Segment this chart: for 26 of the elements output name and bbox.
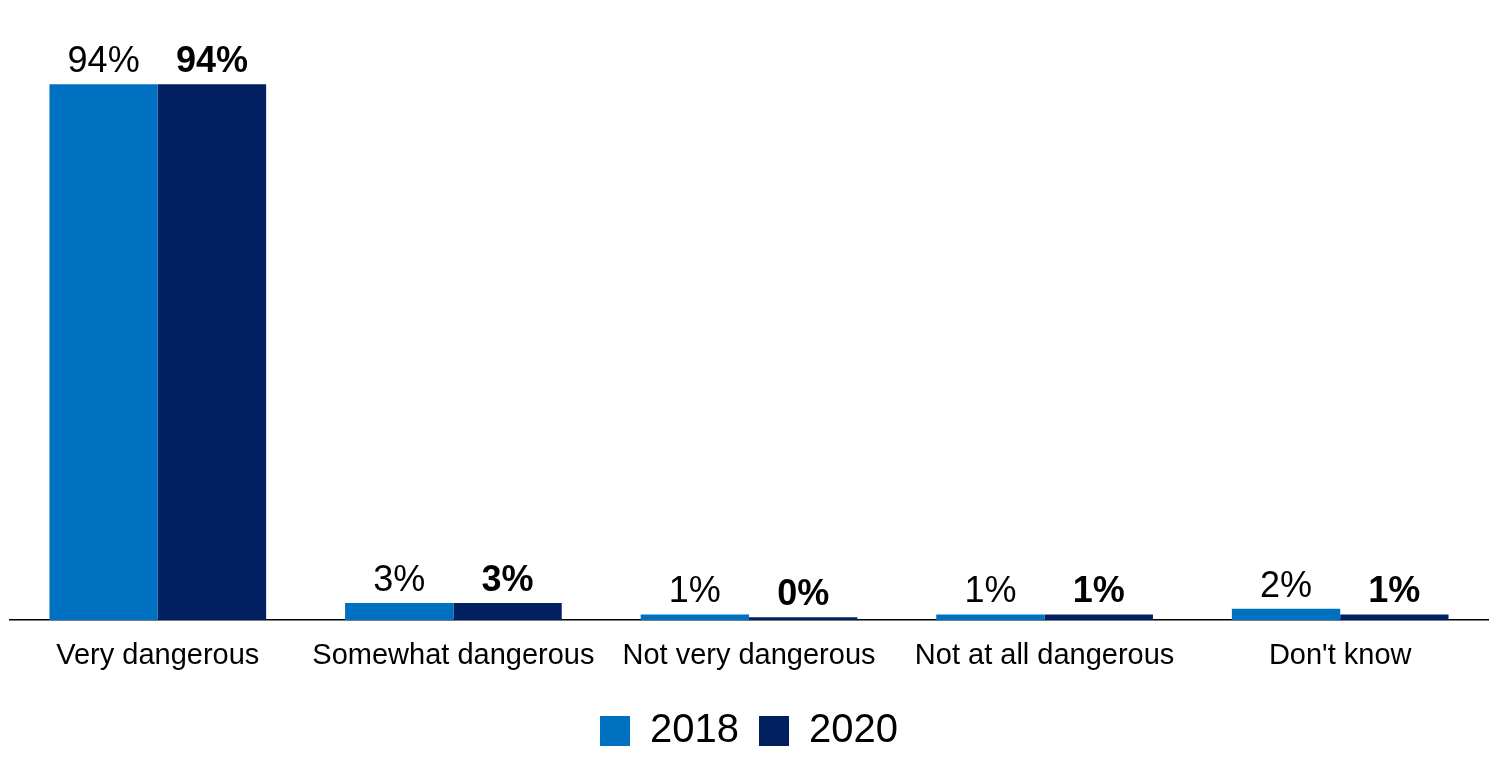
legend-label: 2018 [650, 706, 739, 751]
bar [936, 614, 1045, 621]
data-label: 94% [67, 39, 140, 81]
bar [1340, 614, 1449, 621]
data-label: 1% [668, 569, 721, 611]
x-tick-label: Not very dangerous [622, 637, 876, 670]
x-tick-label: Very dangerous [56, 637, 260, 670]
data-label: 1% [1368, 569, 1421, 611]
data-label: 3% [373, 558, 426, 600]
bar [640, 614, 749, 621]
bar [453, 603, 562, 621]
data-label: 3% [481, 558, 534, 600]
x-tick-label: Somewhat dangerous [312, 637, 595, 670]
legend-label: 2020 [809, 706, 898, 751]
bar [345, 603, 454, 621]
data-label: 2% [1260, 563, 1313, 605]
bar [157, 84, 267, 621]
data-label: 0% [777, 572, 830, 614]
bar [1044, 614, 1153, 621]
x-tick-label: Not at all dangerous [914, 637, 1175, 670]
x-tick-label: Don't know [1268, 637, 1413, 670]
data-label: 94% [175, 39, 248, 81]
data-label: 1% [964, 569, 1017, 611]
bar [1231, 608, 1341, 621]
data-label: 1% [1072, 569, 1125, 611]
bar [49, 84, 158, 621]
